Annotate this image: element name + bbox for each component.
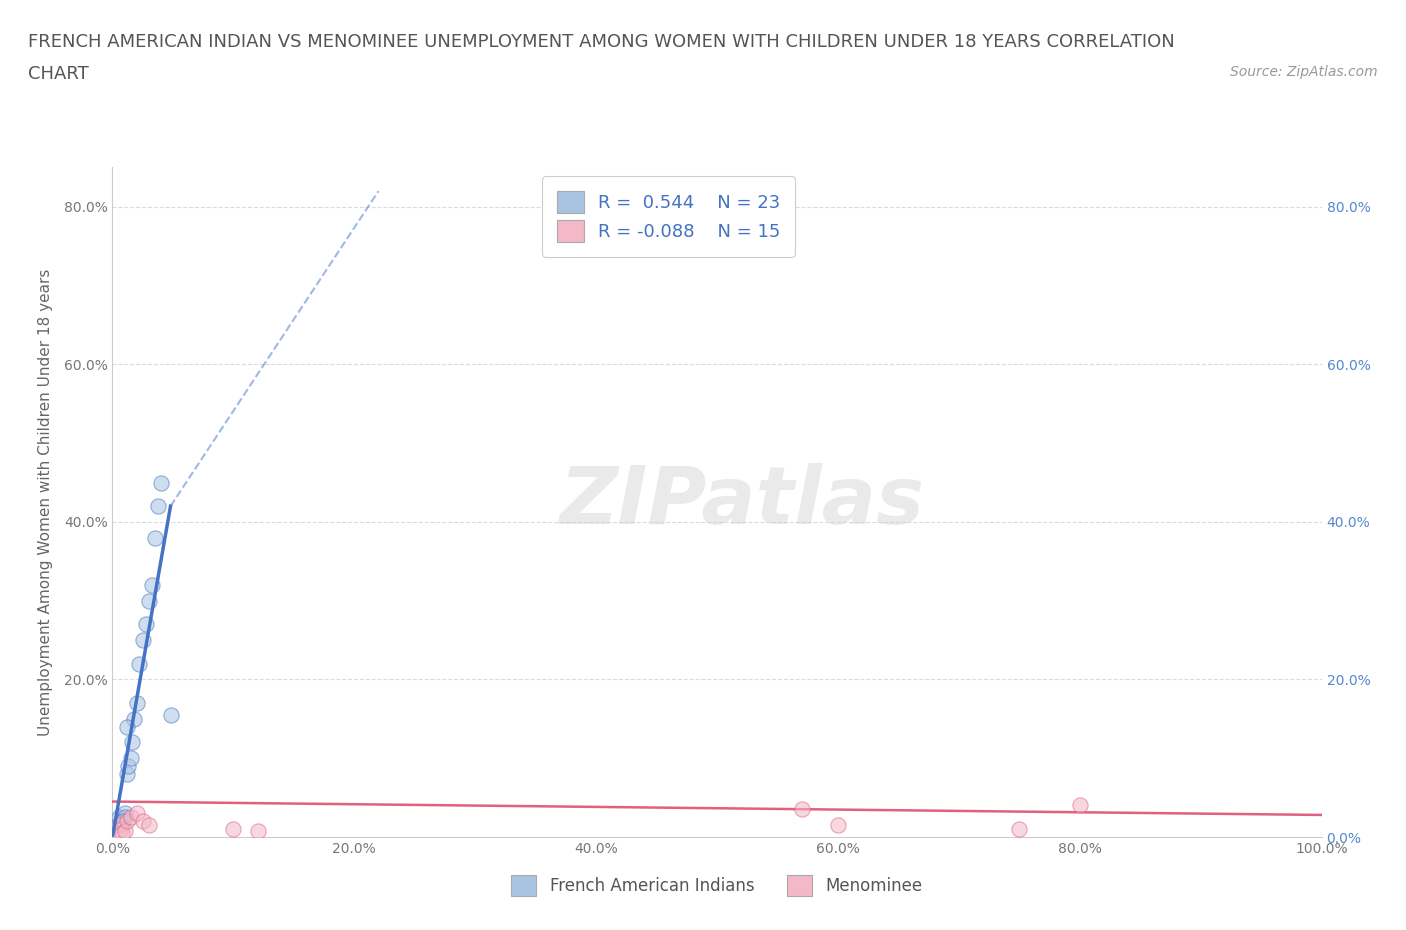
Text: FRENCH AMERICAN INDIAN VS MENOMINEE UNEMPLOYMENT AMONG WOMEN WITH CHILDREN UNDER: FRENCH AMERICAN INDIAN VS MENOMINEE UNEM… xyxy=(28,33,1175,50)
Point xyxy=(107,817,129,832)
Point xyxy=(141,578,163,592)
Legend: French American Indians, Menominee: French American Indians, Menominee xyxy=(505,869,929,902)
Point xyxy=(121,735,143,750)
Point xyxy=(159,708,181,723)
Point xyxy=(114,810,136,825)
Point xyxy=(120,810,142,825)
Text: Source: ZipAtlas.com: Source: ZipAtlas.com xyxy=(1230,65,1378,79)
Point xyxy=(135,617,157,631)
Point xyxy=(138,593,160,608)
Text: CHART: CHART xyxy=(28,65,89,83)
Point xyxy=(117,759,139,774)
Point xyxy=(1008,822,1031,837)
Point xyxy=(107,810,129,825)
Point xyxy=(122,711,145,726)
Point xyxy=(114,823,136,838)
Point xyxy=(120,751,142,765)
Point xyxy=(222,822,245,837)
Y-axis label: Unemployment Among Women with Children Under 18 years: Unemployment Among Women with Children U… xyxy=(38,269,52,736)
Point xyxy=(143,530,166,545)
Point xyxy=(108,816,131,830)
Point xyxy=(132,814,155,829)
Point xyxy=(790,802,813,817)
Point xyxy=(115,766,138,781)
Point xyxy=(149,475,172,490)
Point xyxy=(110,817,132,832)
Point xyxy=(114,806,136,821)
Text: ZIPatlas: ZIPatlas xyxy=(558,463,924,541)
Point xyxy=(246,823,269,838)
Point xyxy=(115,719,138,734)
Point xyxy=(111,826,134,841)
Point xyxy=(138,817,160,832)
Point xyxy=(110,822,132,837)
Point xyxy=(132,632,155,647)
Point xyxy=(115,814,138,829)
Point xyxy=(112,814,135,829)
Point xyxy=(827,817,849,832)
Point xyxy=(111,814,134,829)
Point xyxy=(128,657,150,671)
Point xyxy=(125,806,148,821)
Point xyxy=(125,696,148,711)
Point xyxy=(1069,798,1091,813)
Point xyxy=(148,498,170,513)
